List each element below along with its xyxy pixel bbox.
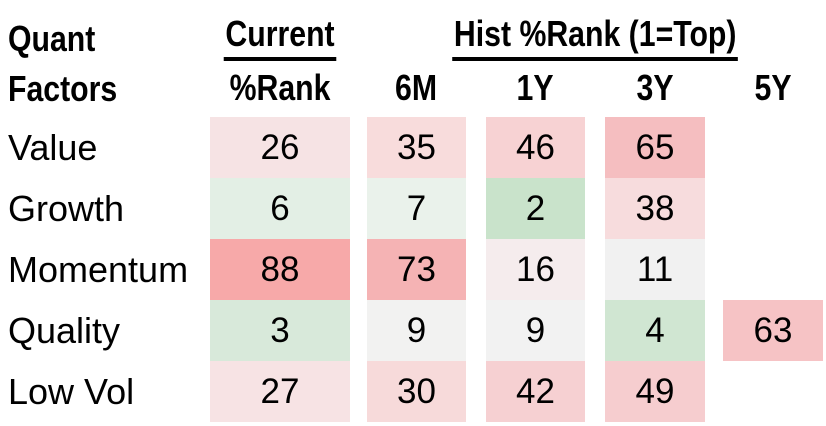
table-row-value: Value 26 35 46 65 [0,117,826,178]
heatmap-cell: 7 [367,178,466,239]
heatmap-cell: 65 [605,117,705,178]
heatmap-body: Value 26 35 46 65 Growth 6 7 2 38 Moment… [0,117,826,422]
heatmap-cell: 27 [210,361,350,422]
column-header-3y: 3Y [605,66,705,110]
column-header-3y-label: 3Y [636,67,674,108]
table-row-lowvol: Low Vol 27 30 42 49 [0,361,826,422]
row-label: Momentum [8,248,189,290]
table-title-line1: Quant [8,18,96,59]
group-header-hist: Hist %Rank (1=Top) [367,12,823,61]
heatmap-cell: 4 [605,300,705,361]
table-title-line2: Factors [8,68,118,109]
row-label: Low Vol [8,370,135,412]
heatmap-cell: 63 [723,300,823,361]
heatmap-cell: 73 [367,239,466,300]
table-title: Quant Factors [8,14,138,114]
heatmap-cell: 42 [486,361,585,422]
group-header-current: Current [210,12,350,61]
heatmap-cell-empty [723,178,823,239]
heatmap-cell: 11 [605,239,705,300]
column-header-6m: 6M [367,66,466,110]
group-header-hist-label: Hist %Rank (1=Top) [452,12,738,61]
heatmap-cell: 9 [486,300,585,361]
column-header-5y: 5Y [723,66,823,110]
heatmap-cell-empty [723,361,823,422]
heatmap-cell: 30 [367,361,466,422]
row-label: Value [8,126,98,168]
heatmap-cell: 88 [210,239,350,300]
heatmap-cell: 3 [210,300,350,361]
table-row-momentum: Momentum 88 73 16 11 [0,239,826,300]
column-header-5y-label: 5Y [754,67,792,108]
table-row-quality: Quality 3 9 9 4 63 [0,300,826,361]
heatmap-cell: 49 [605,361,705,422]
table-row-growth: Growth 6 7 2 38 [0,178,826,239]
heatmap-cell-empty [723,117,823,178]
row-label: Quality [8,309,121,351]
column-header-6m-label: 6M [395,67,438,108]
column-header-1y: 1Y [486,66,585,110]
heatmap-cell: 9 [367,300,466,361]
heatmap-cell: 35 [367,117,466,178]
column-header-1y-label: 1Y [516,67,554,108]
column-header-rank-label: %Rank [229,67,331,108]
heatmap-cell: 38 [605,178,705,239]
heatmap-cell: 16 [486,239,585,300]
heatmap-cell: 2 [486,178,585,239]
column-header-rank: %Rank [210,66,350,110]
group-header-current-label: Current [223,12,337,61]
heatmap-cell-empty [723,239,823,300]
heatmap-cell: 6 [210,178,350,239]
heatmap-cell: 46 [486,117,585,178]
heatmap-cell: 26 [210,117,350,178]
row-label: Growth [8,187,125,229]
